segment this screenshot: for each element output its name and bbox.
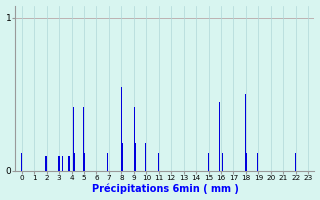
Bar xyxy=(208,153,209,171)
Bar xyxy=(84,153,85,171)
Bar xyxy=(246,153,247,171)
Bar xyxy=(83,107,84,171)
Bar xyxy=(171,153,172,171)
Bar xyxy=(73,107,74,171)
Bar xyxy=(134,107,135,171)
Bar xyxy=(135,143,136,171)
Bar xyxy=(58,156,59,171)
Bar xyxy=(21,153,22,171)
Bar xyxy=(45,156,46,171)
Bar xyxy=(57,156,58,171)
Bar xyxy=(67,156,68,171)
Bar xyxy=(108,156,109,171)
Bar xyxy=(69,156,70,171)
Bar xyxy=(145,143,146,171)
X-axis label: Précipitations 6min ( mm ): Précipitations 6min ( mm ) xyxy=(92,184,238,194)
Bar xyxy=(121,87,122,171)
Bar xyxy=(118,87,119,171)
Bar xyxy=(107,153,108,171)
Bar xyxy=(295,153,296,171)
Bar xyxy=(122,143,123,171)
Bar xyxy=(46,156,47,171)
Bar xyxy=(158,153,159,171)
Bar xyxy=(222,153,223,171)
